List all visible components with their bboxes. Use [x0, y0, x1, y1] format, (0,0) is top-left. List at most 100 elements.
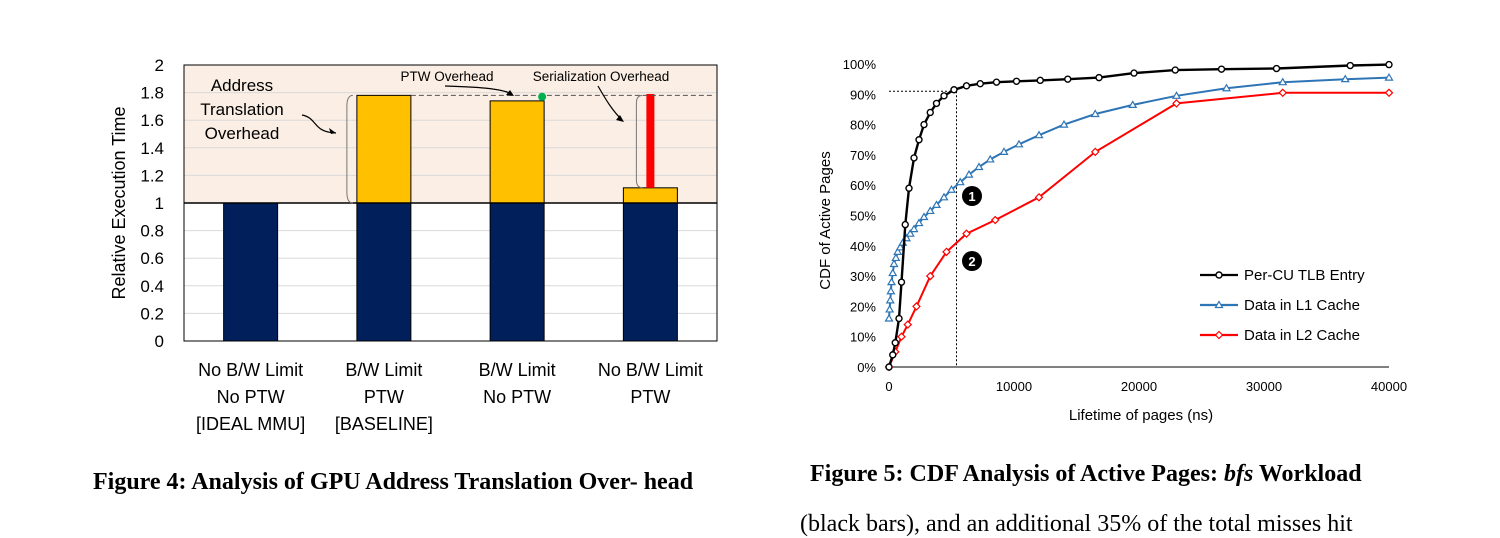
data-point-data-in-l1-cache [939, 192, 949, 201]
x-category-label: No PTW [483, 387, 551, 407]
data-point-data-in-l1-cache [909, 224, 919, 233]
data-point-per-cu-tlb-entry [1064, 75, 1072, 83]
data-point-data-in-l1-cache [884, 313, 894, 322]
bar-ideal-3 [622, 202, 678, 342]
data-point-per-cu-tlb-entry [1272, 64, 1281, 73]
data-point-data-in-l2-cache [925, 271, 935, 281]
y-tick-label: 10% [850, 330, 876, 345]
legend-swatch-marker [1214, 330, 1224, 340]
data-point-data-in-l1-cache [1014, 139, 1024, 148]
x-category-label: No B/W Limit [598, 360, 703, 380]
data-point-per-cu-tlb-entry [1130, 69, 1138, 77]
series-line-data-in-l2-cache [888, 91, 1389, 368]
data-point-per-cu-tlb-entry [885, 363, 893, 371]
data-point-data-in-l1-cache [891, 253, 901, 262]
bar-ideal-0 [223, 202, 279, 342]
data-point-data-in-l1-cache [893, 247, 903, 255]
y-tick-label: 1.2 [140, 166, 164, 185]
data-point-per-cu-tlb-entry [915, 136, 923, 144]
y-tick-label: 20% [850, 299, 876, 314]
data-point-data-in-l1-cache [1090, 109, 1100, 118]
x-category-label: PTW [630, 387, 670, 407]
data-point-data-in-l1-cache [1171, 91, 1182, 99]
address-overhead-annotation: Overhead [205, 124, 280, 143]
data-point-data-in-l1-cache [955, 177, 965, 186]
x-tick-label: 0 [885, 379, 892, 394]
data-point-per-cu-tlb-entry [891, 339, 899, 347]
legend-label: Data in L2 Cache [1244, 327, 1360, 344]
y-tick-label: 0.6 [140, 249, 164, 268]
data-point-per-cu-tlb-entry [926, 108, 934, 117]
overhead-region-shading [184, 65, 717, 203]
y-tick-label: 30% [850, 269, 876, 284]
ptw-overhead-annotation: PTW Overhead [400, 69, 493, 84]
data-point-data-in-l1-cache [985, 154, 995, 163]
x-category-label: [IDEAL MMU] [196, 414, 305, 434]
y-tick-label: 0.2 [140, 304, 164, 323]
y-tick-label: 0.4 [140, 277, 164, 296]
data-point-data-in-l2-cache [903, 320, 913, 329]
callout-marker [962, 186, 982, 206]
address-overhead-bracket [346, 94, 353, 204]
data-point-per-cu-tlb-entry [940, 92, 948, 100]
x-category-label: No PTW [217, 387, 285, 407]
callout-number: 2 [968, 254, 975, 269]
data-point-data-in-l2-cache [942, 247, 951, 257]
address-overhead-annotation: Translation [200, 100, 283, 119]
y-tick-label: 1.4 [140, 139, 164, 158]
x-tick-label: 20000 [1121, 379, 1157, 394]
data-point-data-in-l1-cache [964, 169, 974, 178]
y-tick-label: 2 [155, 56, 164, 75]
ptw-overhead-marker [538, 92, 547, 101]
x-category-label: [BASELINE] [335, 414, 433, 434]
data-point-data-in-l1-cache [1340, 74, 1350, 83]
data-point-per-cu-tlb-entry [910, 154, 918, 162]
y-tick-label: 0% [857, 360, 876, 375]
y-tick-label: 80% [850, 118, 876, 133]
y-tick-label: 1 [155, 194, 164, 213]
y-tick-label: 60% [850, 178, 876, 193]
y-tick-label: 70% [850, 148, 876, 163]
data-point-data-in-l2-cache [897, 332, 906, 342]
data-point-data-in-l1-cache [895, 242, 905, 251]
figure-4-chart: 0 0.2 0.4 0.6 0.8 1 1.2 1.4 1.6 1.8 2 No B/W Limit N… [109, 56, 718, 434]
data-point-data-in-l1-cache [1278, 77, 1288, 86]
data-point-per-cu-tlb-entry [992, 78, 1001, 86]
bar-ideal-1 [356, 202, 412, 342]
data-point-per-cu-tlb-entry [932, 99, 941, 108]
data-point-per-cu-tlb-entry [889, 351, 897, 359]
arrow-head [329, 128, 336, 134]
legend-swatch-marker [1215, 271, 1223, 279]
legend-label: Data in L1 Cache [1244, 297, 1360, 314]
data-point-per-cu-tlb-entry [1217, 65, 1226, 73]
body-text-fragment: (black bars), and an additional 35% of t… [800, 511, 1353, 537]
data-point-data-in-l1-cache [974, 162, 984, 171]
data-point-data-in-l1-cache [1128, 100, 1138, 109]
figure-5-chart: 0% 10% 20% 30% 40% 50% 60% 70% 80% 90% 100% 0 10000 2… [817, 57, 1407, 424]
data-point-per-cu-tlb-entry [976, 79, 984, 88]
x-category-label: B/W Limit [345, 360, 422, 380]
data-point-data-in-l1-cache [885, 304, 895, 313]
y-tick-label: 0.8 [140, 222, 164, 241]
data-point-data-in-l1-cache [1059, 119, 1069, 128]
data-point-per-cu-tlb-entry [1036, 76, 1044, 85]
data-point-data-in-l1-cache [946, 185, 957, 193]
data-point-data-in-l1-cache [925, 206, 935, 215]
arrow-head [506, 90, 514, 96]
legend-label: Per-CU TLB Entry [1244, 267, 1365, 284]
data-point-per-cu-tlb-entry [901, 220, 909, 229]
bar-overhead-2 [489, 100, 545, 204]
data-point-data-in-l2-cache [1172, 99, 1181, 108]
data-point-per-cu-tlb-entry [920, 120, 928, 129]
plot-frame [183, 64, 718, 342]
callout-number: 1 [968, 189, 975, 204]
data-point-data-in-l2-cache [1278, 88, 1288, 98]
data-point-data-in-l1-cache [914, 218, 924, 227]
data-point-data-in-l1-cache [919, 212, 929, 221]
bar-serialization-3 [646, 93, 655, 188]
y-tick-label: 0 [155, 332, 164, 351]
figure-5-caption-suffix: Workload [1253, 461, 1362, 487]
data-point-data-in-l2-cache [1384, 88, 1394, 98]
callout-marker [962, 251, 982, 271]
x-category-label: PTW [364, 387, 404, 407]
